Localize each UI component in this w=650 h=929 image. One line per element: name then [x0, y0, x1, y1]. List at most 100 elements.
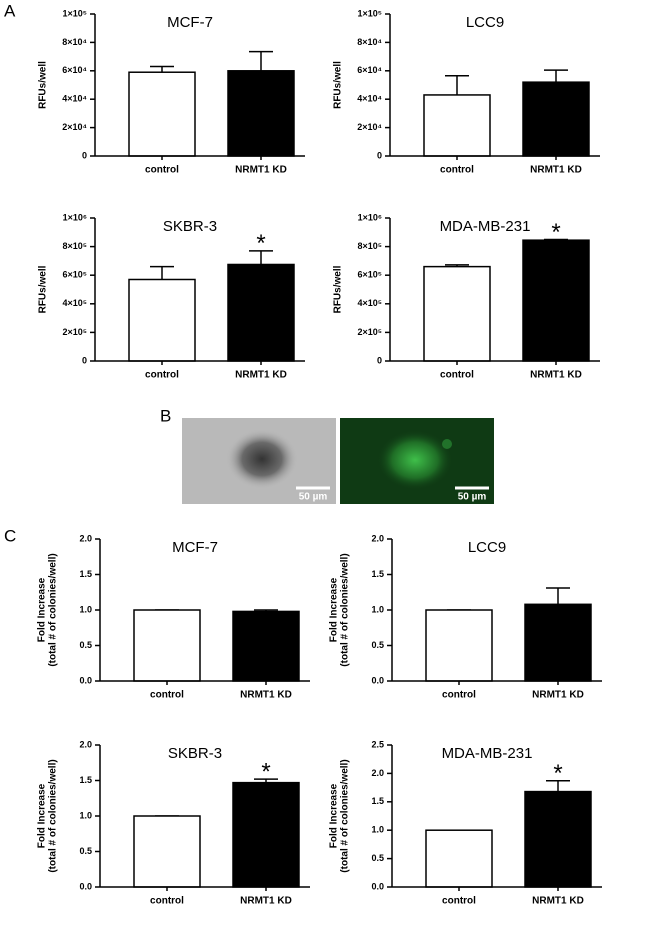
y-axis-label: Fold Increase [329, 783, 340, 848]
bar [522, 81, 590, 157]
x-tick-label: NRMT1 KD [235, 370, 287, 381]
panel-label: C [4, 526, 16, 545]
bar [232, 610, 300, 682]
brightfield-image: 50 µm [182, 418, 336, 504]
y-tick-label: 0.0 [371, 881, 384, 891]
x-tick-label: NRMT1 KD [235, 165, 287, 176]
x-tick-label: NRMT1 KD [530, 370, 582, 381]
y-tick-label: 0 [82, 150, 87, 160]
y-tick-label: 8×10⁴ [357, 37, 382, 47]
x-tick-label: control [145, 165, 179, 176]
bar [425, 829, 493, 888]
y-tick-label: 1×10⁶ [358, 212, 382, 222]
y-axis-label: (total # of colonies/well) [340, 759, 351, 872]
y-tick-label: 8×10⁴ [62, 37, 87, 47]
y-tick-label: 0 [82, 355, 87, 365]
panel-label: A [4, 1, 16, 20]
chart-title: MDA-MB-231 [442, 745, 533, 762]
bar [133, 609, 201, 682]
chart-title: LCC9 [466, 14, 504, 31]
y-tick-label: 1.0 [79, 604, 92, 614]
y-tick-label: 1.0 [79, 810, 92, 820]
y-axis-label: Fold Increase [37, 577, 48, 642]
x-tick-label: NRMT1 KD [240, 690, 292, 701]
x-tick-label: control [150, 690, 184, 701]
y-axis-label: (total # of colonies/well) [340, 553, 351, 666]
x-tick-label: NRMT1 KD [530, 165, 582, 176]
bar [133, 815, 201, 888]
y-tick-label: 2×10⁴ [357, 122, 382, 132]
bar [423, 94, 491, 157]
y-tick-label: 0.0 [79, 881, 92, 891]
bar [227, 263, 295, 362]
y-tick-label: 0.5 [79, 846, 92, 856]
panel-label: B [160, 406, 171, 425]
x-tick-label: control [442, 896, 476, 907]
y-tick-label: 6×10⁴ [357, 65, 382, 75]
y-axis-label: RFUs/well [333, 61, 344, 109]
y-tick-label: 1.0 [371, 604, 384, 614]
significance-mark: * [553, 760, 562, 787]
y-axis-label: RFUs/well [333, 265, 344, 313]
y-axis-label: (total # of colonies/well) [48, 759, 59, 872]
y-tick-label: 1.5 [371, 796, 384, 806]
x-tick-label: NRMT1 KD [532, 690, 584, 701]
bar [524, 790, 592, 888]
y-tick-label: 1×10⁵ [358, 8, 383, 18]
y-axis-label: RFUs/well [38, 265, 49, 313]
y-tick-label: 2.5 [371, 739, 384, 749]
y-tick-label: 4×10⁴ [357, 94, 382, 104]
bar [128, 71, 196, 157]
chart-title: SKBR-3 [168, 745, 222, 762]
x-tick-label: NRMT1 KD [240, 896, 292, 907]
y-tick-label: 2.0 [371, 533, 384, 543]
y-tick-label: 6×10⁵ [63, 270, 88, 280]
y-tick-label: 1×10⁵ [63, 8, 88, 18]
y-tick-label: 4×10⁵ [358, 298, 383, 308]
y-tick-label: 1×10⁶ [63, 212, 87, 222]
bar [423, 265, 491, 362]
y-tick-label: 0 [377, 355, 382, 365]
y-tick-label: 0 [377, 150, 382, 160]
significance-mark: * [551, 219, 560, 246]
y-tick-label: 1.0 [371, 825, 384, 835]
bar [524, 603, 592, 682]
y-tick-label: 0.0 [371, 675, 384, 685]
chart-title: MDA-MB-231 [440, 218, 531, 235]
y-axis-label: (total # of colonies/well) [48, 553, 59, 666]
bar [522, 239, 590, 362]
chart-title: LCC9 [468, 539, 506, 556]
bar [425, 609, 493, 682]
x-tick-label: control [150, 896, 184, 907]
y-tick-label: 2×10⁵ [63, 327, 88, 337]
x-tick-label: control [442, 690, 476, 701]
y-tick-label: 2.0 [79, 533, 92, 543]
y-tick-label: 8×10⁵ [358, 241, 383, 251]
y-tick-label: 0.5 [79, 640, 92, 650]
y-tick-label: 0.0 [79, 675, 92, 685]
y-tick-label: 0.5 [371, 853, 384, 863]
y-axis-label: Fold Increase [329, 577, 340, 642]
y-tick-label: 8×10⁵ [63, 241, 88, 251]
y-axis-label: RFUs/well [38, 61, 49, 109]
bar [232, 781, 300, 888]
y-tick-label: 6×10⁵ [358, 270, 383, 280]
y-tick-label: 2×10⁴ [62, 122, 87, 132]
y-tick-label: 1.5 [371, 569, 384, 579]
y-tick-label: 2×10⁵ [358, 327, 383, 337]
bar [128, 278, 196, 362]
chart-title: MCF-7 [172, 539, 218, 556]
y-tick-label: 2.0 [371, 768, 384, 778]
x-tick-label: control [145, 370, 179, 381]
x-tick-label: control [440, 370, 474, 381]
x-tick-label: NRMT1 KD [532, 896, 584, 907]
y-tick-label: 4×10⁴ [62, 94, 87, 104]
y-axis-label: Fold Increase [37, 783, 48, 848]
x-tick-label: control [440, 165, 474, 176]
scale-bar-label: 50 µm [299, 492, 328, 503]
y-tick-label: 1.5 [79, 569, 92, 579]
y-tick-label: 0.5 [371, 640, 384, 650]
y-tick-label: 2.0 [79, 739, 92, 749]
bar [227, 70, 295, 157]
